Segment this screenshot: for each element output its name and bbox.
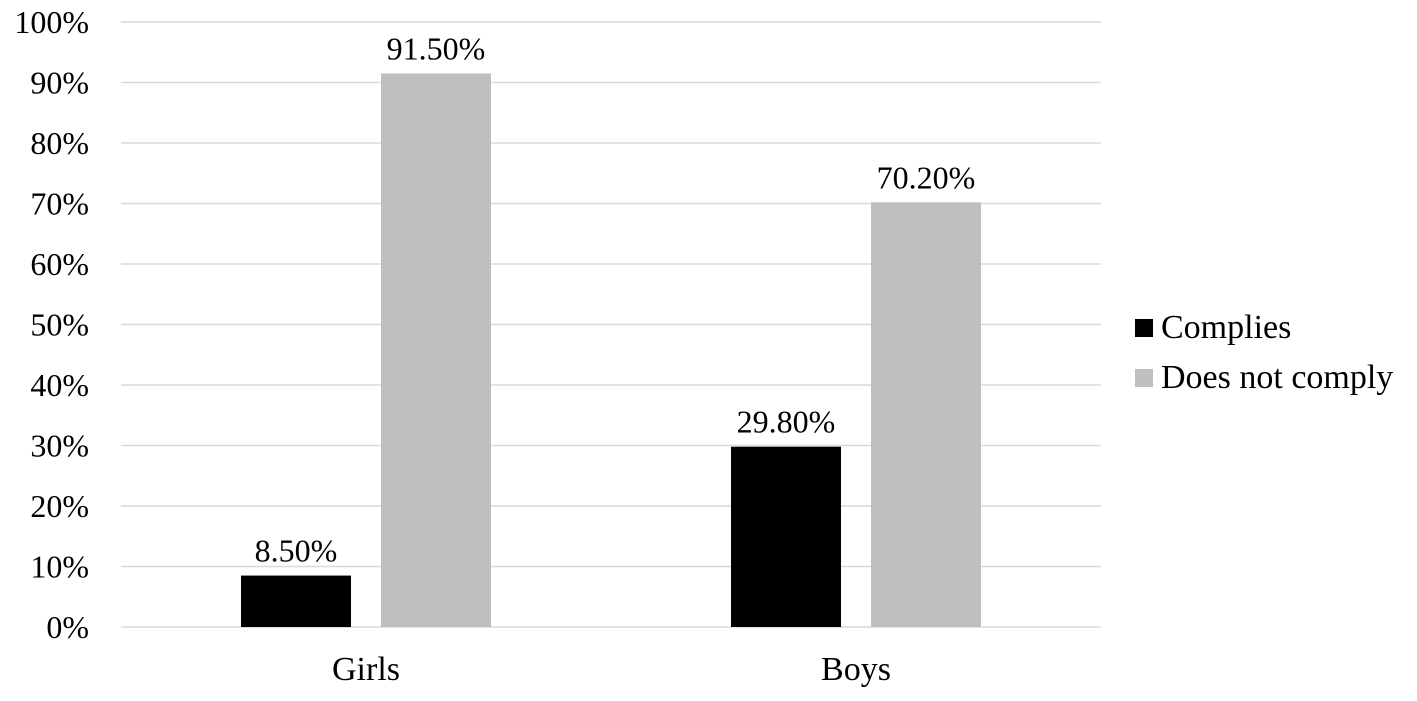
bar-does-not-comply-girls (381, 73, 491, 628)
legend: Complies Does not comply (1135, 303, 1393, 403)
data-label-complies-girls: 8.50% (255, 533, 338, 569)
data-label-complies-boys: 29.80% (737, 404, 836, 440)
legend-swatch-does-not-comply (1135, 369, 1153, 387)
bar-does-not-comply-boys (871, 202, 981, 628)
legend-swatch-complies (1135, 319, 1153, 337)
x-tick-label-girls: Girls (332, 651, 400, 688)
y-tick-label: 90% (30, 65, 89, 101)
y-tick-label: 40% (30, 367, 89, 403)
data-label-does-not-comply-boys: 70.20% (877, 159, 976, 195)
data-labels: 8.50% 91.50% 29.80% 70.20% (255, 30, 976, 568)
y-tick-label: 20% (30, 488, 89, 524)
data-label-does-not-comply-girls: 91.50% (387, 30, 486, 66)
y-tick-label: 60% (30, 246, 89, 282)
y-axis-tick-labels: 0% 10% 20% 30% 40% 50% 60% 70% 80% 90% 100% (14, 4, 89, 645)
y-tick-label: 70% (30, 186, 89, 222)
legend-item-complies: Complies (1135, 303, 1393, 353)
y-tick-label: 100% (14, 4, 89, 40)
legend-label-does-not-comply: Does not comply (1161, 359, 1394, 396)
bar-complies-girls (241, 575, 351, 627)
y-tick-label: 50% (30, 307, 89, 343)
y-tick-label: 30% (30, 428, 89, 464)
y-tick-label: 10% (30, 549, 89, 585)
x-tick-label-boys: Boys (821, 651, 891, 688)
bar-complies-boys (731, 446, 841, 627)
bars (241, 73, 981, 628)
y-tick-label: 80% (30, 125, 89, 161)
legend-label-complies: Complies (1161, 309, 1292, 346)
y-tick-label: 0% (46, 609, 89, 645)
gridlines (121, 21, 1101, 628)
legend-item-does-not-comply: Does not comply (1135, 353, 1393, 403)
x-axis-tick-labels: Girls Boys (332, 651, 891, 688)
